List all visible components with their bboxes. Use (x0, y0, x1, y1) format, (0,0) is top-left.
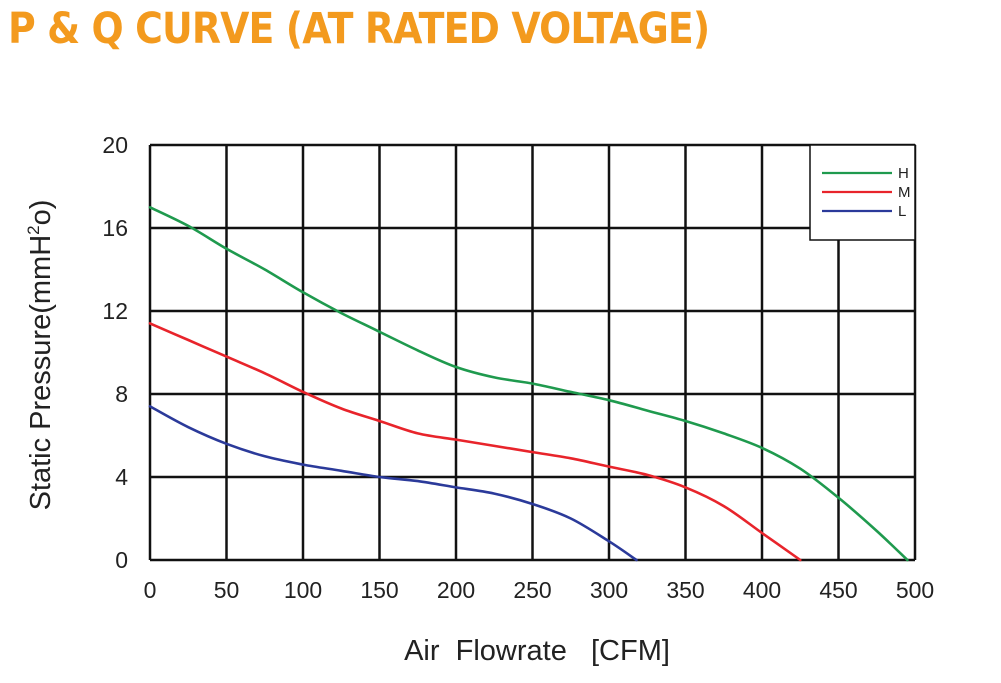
x-tick-label-50: 50 (214, 577, 240, 603)
chart-title: P & Q CURVE (AT RATED VOLTAGE) (8, 4, 710, 54)
series-line-M (148, 322, 802, 562)
x-tick-label-250: 250 (513, 577, 551, 603)
x-tick-label-150: 150 (360, 577, 398, 603)
legend: HML (809, 144, 916, 241)
series-line-L (148, 405, 638, 562)
y-tick-label-16: 16 (102, 215, 128, 241)
x-tick-label-0: 0 (144, 577, 157, 603)
y-tick-labels: 0 4 8 12 16 20 (102, 132, 128, 573)
x-tick-label-300: 300 (590, 577, 628, 603)
y-tick-label-4: 4 (115, 464, 128, 490)
y-axis-label-superscript: 2 (24, 225, 43, 234)
legend-label-M: M (898, 184, 911, 201)
x-tick-label-450: 450 (819, 577, 857, 603)
x-axis-label: Air Flowrate [CFM] (404, 635, 670, 667)
grid-lines (148, 143, 917, 562)
x-tick-label-400: 400 (743, 577, 781, 603)
legend-label-L: L (898, 203, 906, 220)
x-tick-label-350: 350 (666, 577, 704, 603)
y-tick-label-8: 8 (115, 381, 128, 407)
x-tick-label-500: 500 (896, 577, 934, 603)
y-axis-label-tail: o) (25, 200, 57, 226)
y-tick-label-12: 12 (102, 298, 128, 324)
series-line-H (148, 206, 909, 562)
x-tick-labels: 0 50 100 150 200 250 300 350 400 450 500 (144, 577, 935, 603)
y-axis-label-main: Static Pressure(mmH (25, 235, 57, 511)
y-tick-label-20: 20 (102, 132, 128, 158)
x-tick-label-200: 200 (437, 577, 475, 603)
y-axis-label: Static Pressure(mmH2o) (24, 200, 57, 511)
legend-label-H: H (898, 165, 909, 182)
series-lines (148, 206, 909, 562)
x-tick-label-100: 100 (284, 577, 322, 603)
y-tick-label-0: 0 (115, 547, 128, 573)
